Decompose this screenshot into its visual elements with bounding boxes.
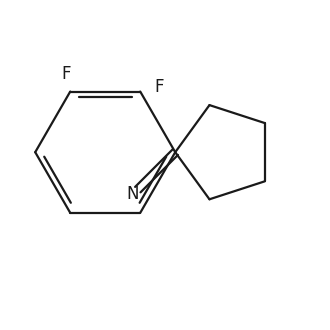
- Text: N: N: [127, 185, 139, 204]
- Text: F: F: [61, 65, 71, 83]
- Text: F: F: [154, 78, 164, 96]
